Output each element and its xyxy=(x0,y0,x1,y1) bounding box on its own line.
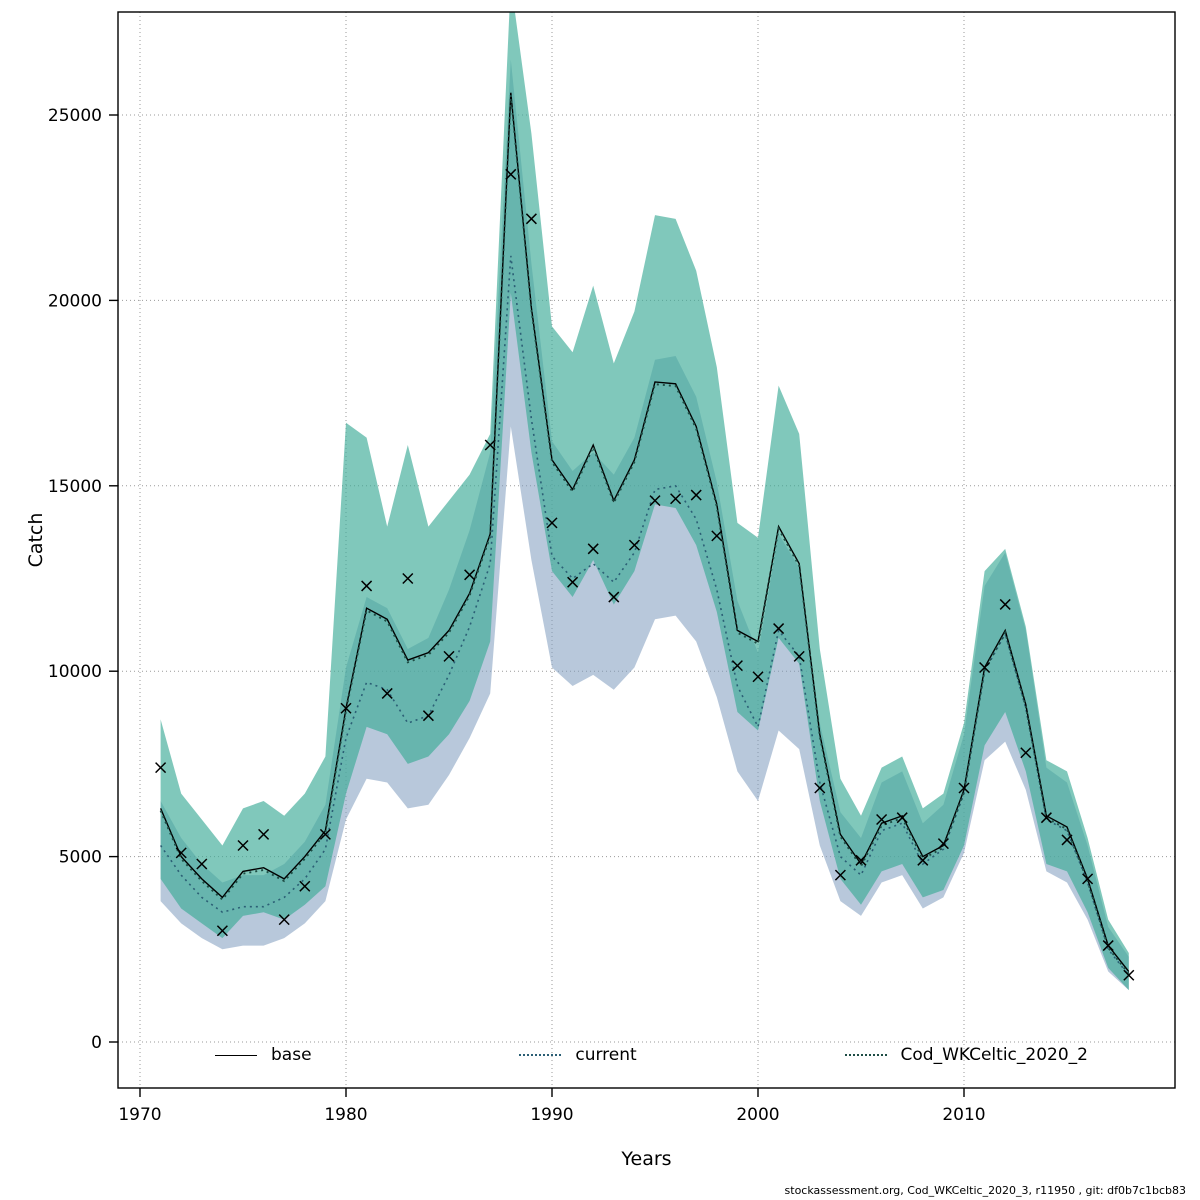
svg-text:1980: 1980 xyxy=(324,1105,367,1125)
svg-text:10000: 10000 xyxy=(48,662,102,682)
legend-item-cod-wkceltic: Cod_WKCeltic_2020_2 xyxy=(844,1045,1088,1065)
svg-text:2000: 2000 xyxy=(736,1105,779,1125)
legend-line-base xyxy=(215,1054,257,1056)
svg-text:2010: 2010 xyxy=(942,1105,985,1125)
svg-text:0: 0 xyxy=(91,1033,102,1053)
svg-text:1990: 1990 xyxy=(530,1105,573,1125)
svg-text:25000: 25000 xyxy=(48,106,102,126)
y-axis-title: Catch xyxy=(25,512,47,568)
legend-line-current xyxy=(519,1054,562,1056)
legend-label-cod-wkceltic: Cod_WKCeltic_2020_2 xyxy=(900,1045,1088,1065)
legend-label-base: base xyxy=(271,1045,312,1065)
svg-text:5000: 5000 xyxy=(59,848,102,868)
svg-text:15000: 15000 xyxy=(48,477,102,497)
legend-item-base: base xyxy=(215,1045,312,1065)
x-axis-title: Years xyxy=(621,1148,672,1170)
legend-item-current: current xyxy=(519,1045,637,1065)
svg-text:20000: 20000 xyxy=(48,291,102,311)
svg-text:1970: 1970 xyxy=(118,1105,161,1125)
legend-label-current: current xyxy=(575,1045,637,1065)
legend: base current Cod_WKCeltic_2020_2 xyxy=(215,1042,1088,1068)
legend-line-cod-wkceltic xyxy=(844,1054,887,1056)
source-attribution: stockassessment.org, Cod_WKCeltic_2020_3… xyxy=(784,1184,1186,1197)
